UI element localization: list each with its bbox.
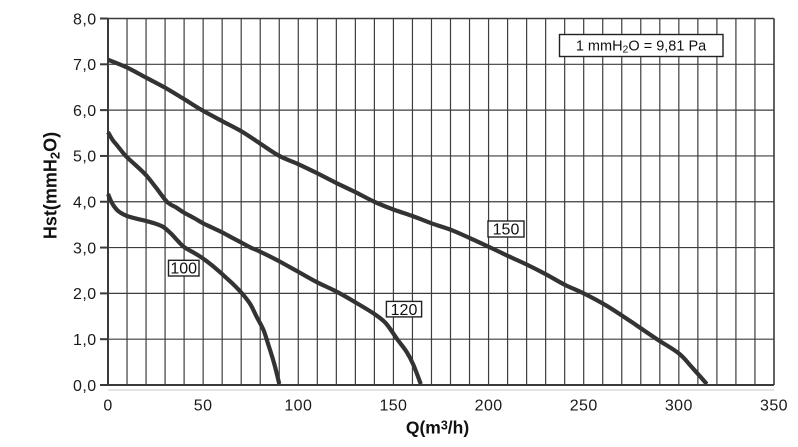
svg-text:5,0: 5,0 — [73, 149, 96, 166]
svg-text:0,0: 0,0 — [73, 378, 96, 395]
svg-text:1 mmH2O = 9,81 Pa: 1 mmH2O = 9,81 Pa — [576, 39, 707, 56]
svg-text:100: 100 — [284, 398, 312, 415]
svg-text:8,0: 8,0 — [73, 11, 96, 28]
svg-text:0: 0 — [103, 398, 112, 415]
svg-text:6,0: 6,0 — [73, 103, 96, 120]
svg-text:Q(m3/h): Q(m3/h) — [406, 418, 469, 438]
svg-text:50: 50 — [194, 398, 213, 415]
svg-text:250: 250 — [570, 398, 598, 415]
svg-text:2,0: 2,0 — [73, 286, 96, 303]
svg-text:Hst(mmH2O): Hst(mmH2O) — [41, 132, 63, 239]
svg-text:350: 350 — [760, 398, 788, 415]
svg-text:7,0: 7,0 — [73, 57, 96, 74]
svg-text:3,0: 3,0 — [73, 240, 96, 257]
svg-text:4,0: 4,0 — [73, 195, 96, 212]
svg-text:150: 150 — [379, 398, 407, 415]
svg-text:300: 300 — [665, 398, 693, 415]
svg-text:120: 120 — [391, 302, 418, 319]
svg-text:150: 150 — [493, 221, 520, 238]
svg-text:200: 200 — [475, 398, 503, 415]
svg-text:100: 100 — [170, 260, 197, 277]
svg-text:1,0: 1,0 — [73, 332, 96, 349]
